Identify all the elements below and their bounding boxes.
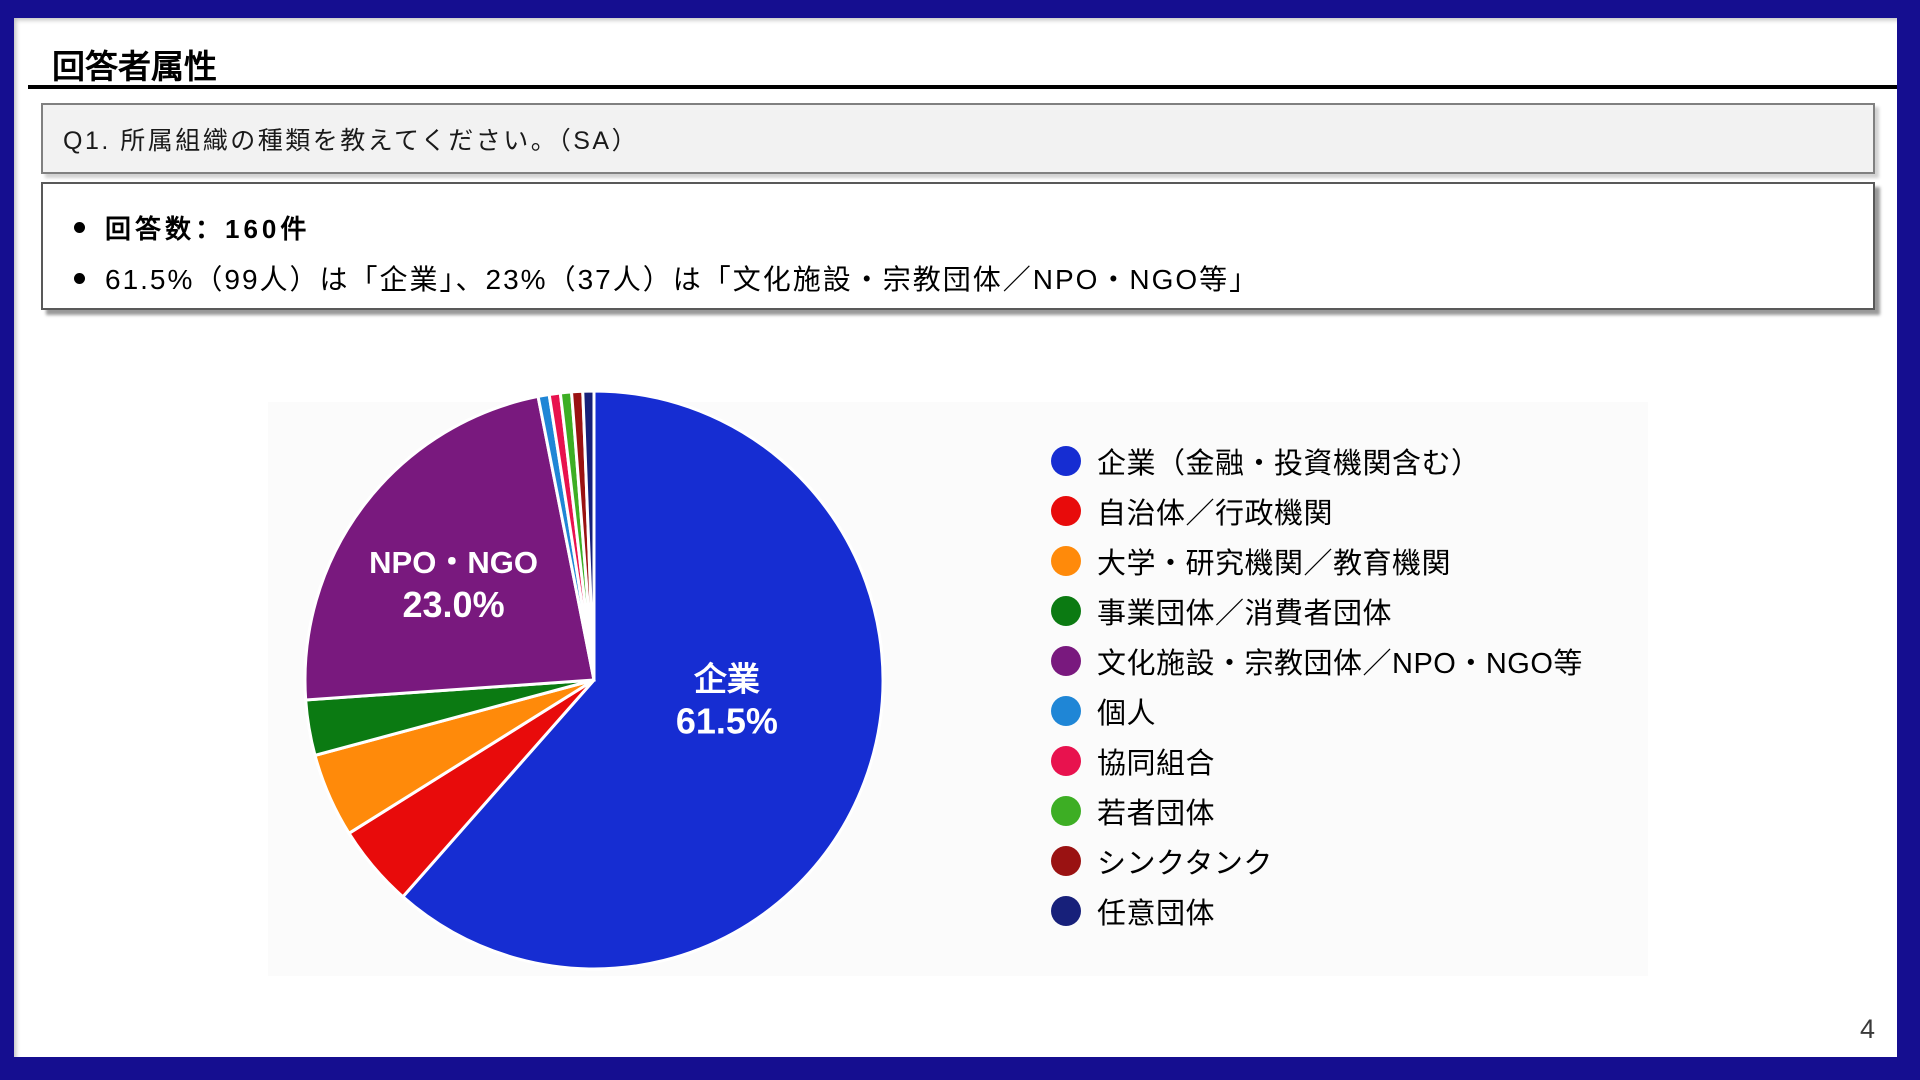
pie-slice <box>303 394 596 702</box>
legend-swatch <box>1051 646 1081 676</box>
pie-slice-label: 企業 <box>694 661 760 698</box>
legend-swatch <box>1051 746 1081 776</box>
page-number: 4 <box>1859 1014 1875 1044</box>
legend-item: 協同組合 <box>1051 736 1583 786</box>
summary-line-1: 回答数：160件 <box>74 212 310 244</box>
summary-box: 回答数：160件 61.5%（99人）は「企業」、23%（37人）は「文化施設・… <box>41 182 1875 310</box>
legend-item: 事業団体／消費者団体 <box>1051 586 1583 636</box>
legend-label: 大学・研究機関／教育機関 <box>1097 548 1452 580</box>
legend-label: 事業団体／消費者団体 <box>1097 598 1393 630</box>
bullet-icon <box>74 272 85 284</box>
legend-label: 文化施設・宗教団体／NPO・NGO等 <box>1097 648 1583 680</box>
legend-item: 文化施設・宗教団体／NPO・NGO等 <box>1051 636 1583 686</box>
legend-item: 自治体／行政機関 <box>1051 486 1583 536</box>
chart-legend: 企業（金融・投資機関含む） 自治体／行政機関大学・研究機関／教育機関 事業団体／消費… <box>1051 436 1583 936</box>
legend-label: 協同組合 <box>1097 748 1216 780</box>
legend-item: 任意団体 <box>1051 886 1583 936</box>
legend-label: 若者団体 <box>1097 798 1216 830</box>
legend-item: 若者団体 <box>1051 786 1583 836</box>
legend-label: 企業（金融・投資機関含む） <box>1097 448 1481 480</box>
pie-slice <box>581 389 596 681</box>
legend-item: 個人 <box>1051 686 1583 736</box>
legend-label: シンクタンク <box>1097 848 1273 880</box>
summary-line-2: 61.5%（99人）は「企業」、23%（37人）は「文化施設・宗教団体／NPO・… <box>74 260 1259 296</box>
legend-item: シンクタンク <box>1051 836 1583 886</box>
legend-swatch <box>1051 496 1081 526</box>
legend-swatch <box>1051 896 1081 926</box>
pie-slice-label: 61.5% <box>676 701 778 742</box>
legend-item: 企業（金融・投資機関含む） <box>1051 436 1583 486</box>
legend-label: 自治体／行政機関 <box>1097 498 1334 530</box>
legend-item: 大学・研究機関／教育機関 <box>1051 536 1583 586</box>
page-title: 回答者属性 <box>52 48 217 85</box>
legend-swatch <box>1051 846 1081 876</box>
legend-swatch <box>1051 696 1081 726</box>
legend-label: 任意団体 <box>1097 898 1216 930</box>
pie-slice <box>400 389 885 971</box>
legend-label: 個人 <box>1097 698 1157 730</box>
slide: 回答者属性 Q1. 所属組織の種類を教えてください。（SA） 回答数：160件 … <box>14 18 1897 1057</box>
question-box: Q1. 所属組織の種類を教えてください。（SA） <box>41 103 1875 174</box>
bullet-icon <box>74 221 85 233</box>
pie-slice-label: 23.0% <box>403 584 505 625</box>
legend-swatch <box>1051 446 1081 476</box>
question-text: Q1. 所属組織の種類を教えてください。（SA） <box>63 126 640 155</box>
pie-slice-label: NPO・NGO <box>369 545 538 580</box>
legend-swatch <box>1051 796 1081 826</box>
title-underline <box>28 85 1897 89</box>
legend-swatch <box>1051 546 1081 576</box>
legend-swatch <box>1051 596 1081 626</box>
